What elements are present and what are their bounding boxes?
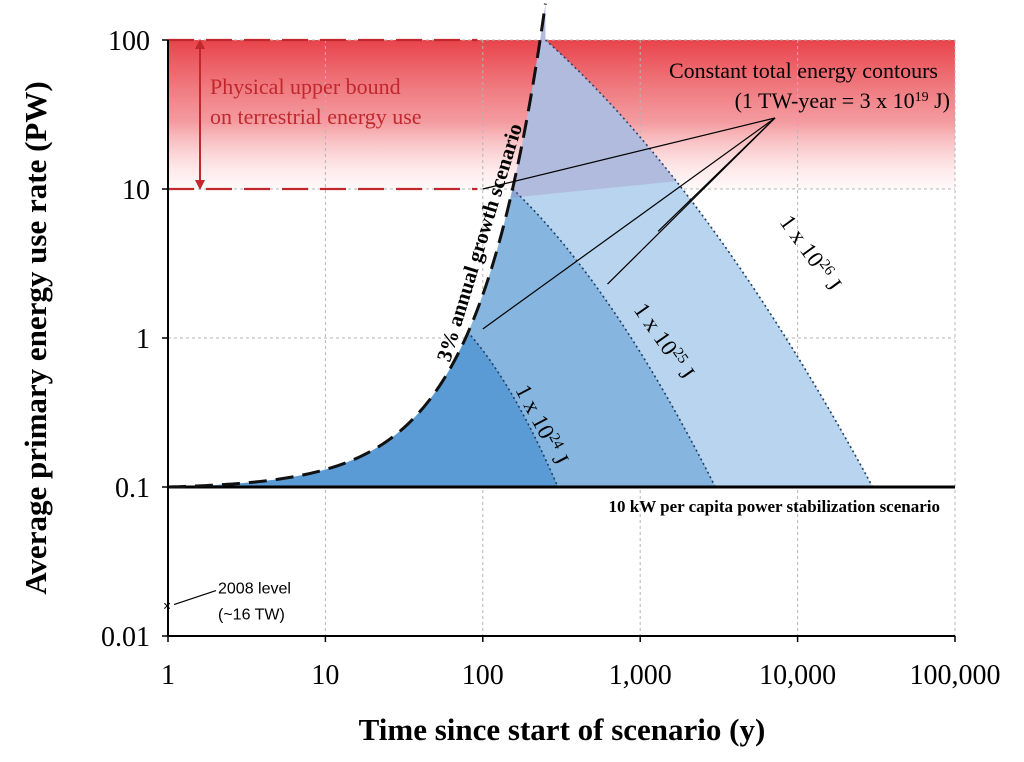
y-tick-label: 0.01	[101, 622, 150, 653]
contour-line-26	[544, 39, 874, 488]
contour-note-line2: (1 TW-year = 3 x 1019 J)	[735, 88, 950, 113]
x-tick-label: 100,000	[910, 660, 1001, 691]
annotation-2008-line2: (~16 TW)	[218, 607, 285, 624]
physical-bound-label-line2: on terrestrial energy use	[210, 104, 422, 129]
contour-area-25	[168, 188, 716, 488]
y-tick-labels: 0.01 0.1 1 10 100	[101, 26, 168, 653]
y-tick-label: 100	[108, 26, 150, 57]
bound-overlap-tint	[510, 3, 677, 198]
pointer-line	[482, 117, 776, 330]
contour-area-24	[168, 331, 558, 487]
physical-bound-lines	[168, 38, 478, 191]
contour-areas	[168, 3, 874, 488]
x-tick-label: 100	[462, 660, 504, 691]
pointer-line	[657, 117, 776, 232]
x-tick-label: 10	[311, 660, 339, 691]
x-tick-labels: 1 10 100 1,000 10,000 100,000	[161, 636, 1001, 691]
x-tick-label: 1	[161, 660, 175, 691]
marker-2008: ×	[163, 598, 171, 614]
physical-bound-label-line1: Physical upper bound	[210, 74, 401, 99]
annotation-2008-leader	[173, 590, 217, 606]
contour-note-line1: Constant total energy contours	[669, 58, 938, 83]
contour-pointer-lines	[482, 117, 776, 330]
x-tick-label: 10,000	[759, 660, 836, 691]
y-tick-label: 10	[122, 175, 150, 206]
y-tick-label: 1	[136, 324, 150, 355]
annotation-2008: × 2008 level (~16 TW)	[163, 581, 291, 624]
y-tick-label: 0.1	[115, 473, 150, 504]
stabilization-scenario-label: 10 kW per capita power stabilization sce…	[609, 497, 941, 516]
contour-label-26: 1 x 1026 J	[775, 210, 847, 295]
growth-curve	[167, 3, 547, 489]
x-tick-label: 1,000	[609, 660, 672, 691]
x-axis-title: Time since start of scenario (y)	[359, 712, 766, 747]
annotation-2008-line1: 2008 level	[218, 581, 291, 598]
y-axis-title: Average primary energy use rate (PW)	[18, 81, 53, 594]
pointer-line	[482, 117, 776, 190]
